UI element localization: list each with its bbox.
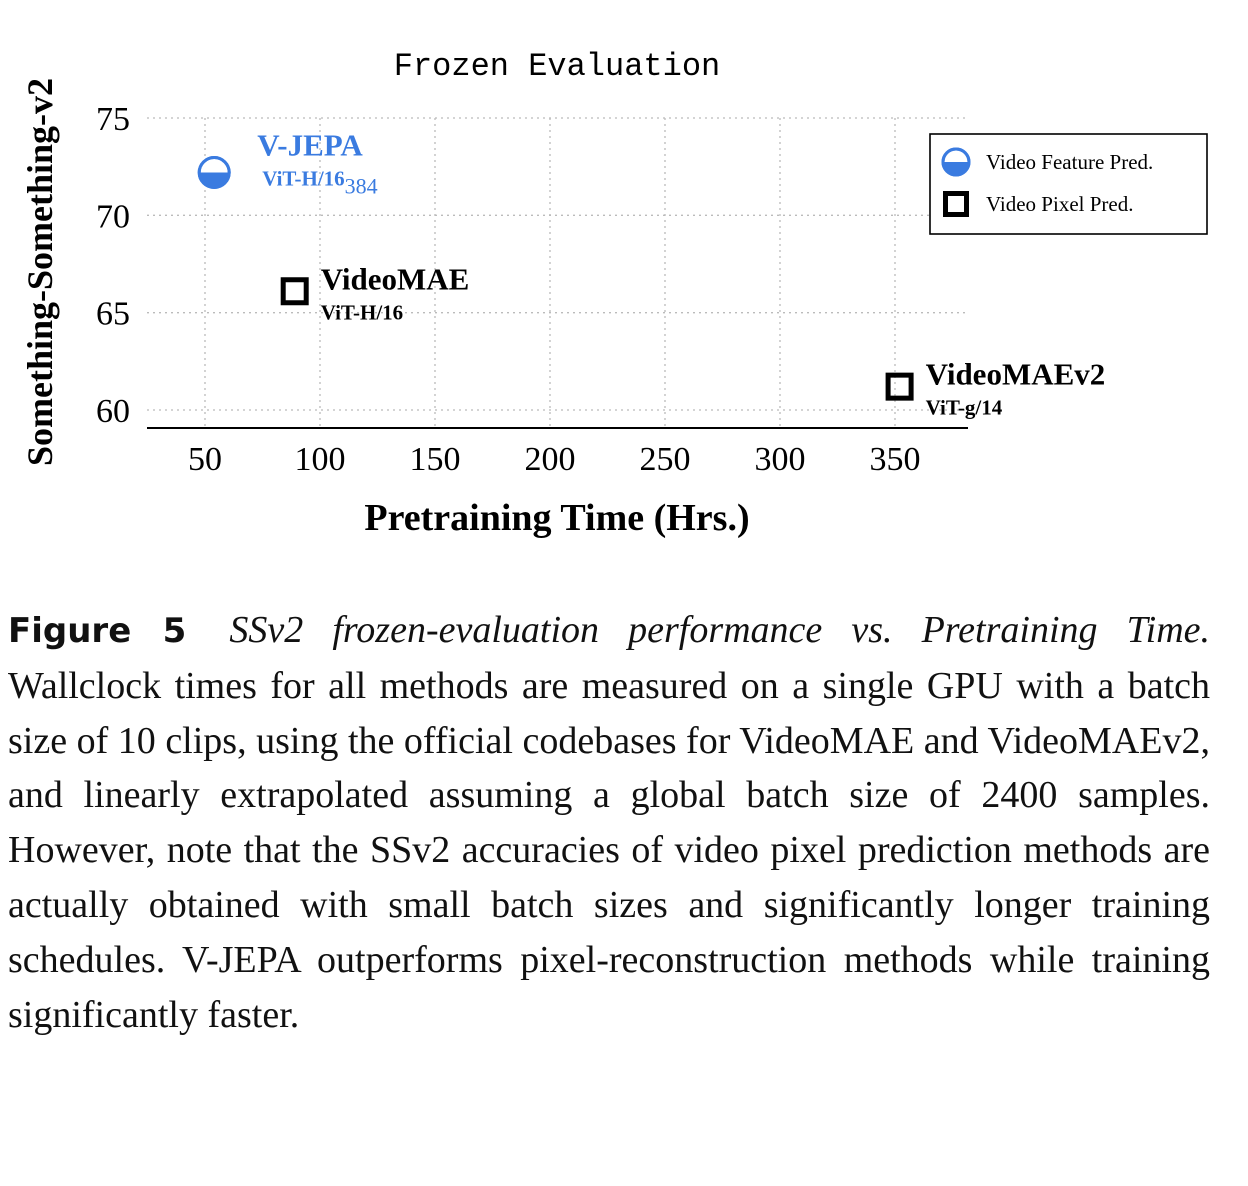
y-tick-label: 65	[96, 296, 130, 333]
legend-box	[929, 133, 1208, 235]
y-axis-label: Something-Something-v2	[20, 78, 60, 466]
x-axis-label: Pretraining Time (Hrs.)	[364, 497, 749, 539]
half-filled-circle-marker	[197, 156, 231, 190]
point-name-label: VideoMAE	[321, 261, 470, 296]
axis-ticks: 50 100 150 200 250 300 350 60 65 70 75	[96, 101, 921, 478]
figure-caption: Figure 5 SSv2 frozen-evaluation performa…	[8, 603, 1210, 1042]
legend-entry: Video Pixel Pred.	[943, 191, 1133, 217]
data-points: V-JEPAViT-H/16384VideoMAEViT-H/16VideoMA…	[197, 128, 1106, 420]
data-point: V-JEPA ViT-H/16384	[197, 128, 378, 199]
caption-body: Wallclock times for all methods are meas…	[8, 664, 1210, 1036]
y-tick-label: 70	[96, 198, 130, 235]
legend-label: Video Pixel Pred.	[986, 192, 1133, 216]
x-tick-label: 300	[755, 441, 806, 478]
legend-entry: Video Feature Pred.	[941, 147, 1153, 177]
open-square-marker	[943, 191, 969, 217]
point-model-label: ViT-H/16	[321, 300, 403, 324]
y-tick-label: 75	[96, 101, 130, 138]
point-model-label: ViT-H/16384	[262, 167, 377, 199]
figure-label: Figure 5	[8, 611, 187, 651]
x-tick-label: 50	[188, 441, 222, 478]
x-tick-label: 100	[295, 441, 346, 478]
chart-title: Frozen Evaluation	[394, 48, 720, 85]
point-name-label: V-JEPA	[257, 128, 363, 163]
figure-chart: 50 100 150 200 250 300 350 60 65 70 75 Frozen Eval…	[0, 0, 1248, 560]
x-tick-label: 150	[410, 441, 461, 478]
x-tick-label: 350	[870, 441, 921, 478]
legend: Video Feature Pred. Video Pixel Pred.	[929, 133, 1208, 235]
x-tick-label: 200	[525, 441, 576, 478]
grid-lines	[147, 117, 968, 428]
x-tick-label: 250	[640, 441, 691, 478]
figure-title: SSv2 frozen-evaluation performance vs. P…	[229, 609, 1210, 651]
data-point: VideoMAE ViT-H/16	[280, 261, 470, 324]
half-filled-circle-marker	[941, 147, 971, 177]
open-square-marker	[885, 372, 914, 401]
legend-label: Video Feature Pred.	[986, 150, 1153, 174]
scatter-plot: 50 100 150 200 250 300 350 60 65 70 75 Frozen Eval…	[20, 48, 1208, 539]
point-name-label: VideoMAEv2	[926, 357, 1106, 392]
point-model-label: ViT-g/14	[926, 396, 1003, 420]
y-tick-label: 60	[96, 393, 130, 430]
data-point: VideoMAEv2 ViT-g/14	[885, 357, 1106, 420]
open-square-marker	[280, 277, 309, 306]
